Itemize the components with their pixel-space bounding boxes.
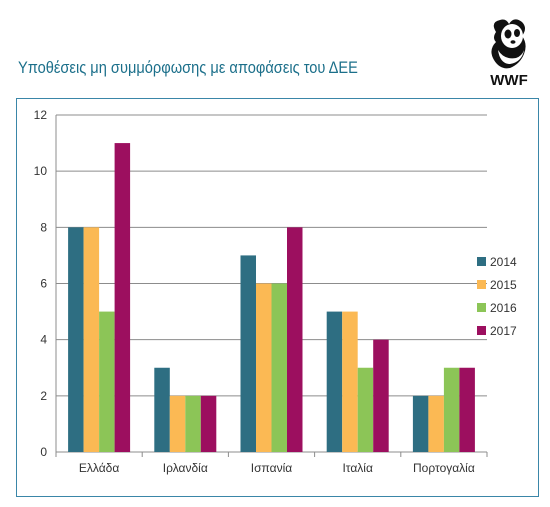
bar-2015-1 [169,395,186,452]
chart-frame [16,98,539,497]
bar-2016-2 [271,283,287,452]
y-tick-label: 0 [40,445,47,459]
panda-icon [491,19,526,69]
bar-2015-4 [428,395,444,452]
legend-label-2017: 2017 [490,324,517,338]
legend-swatch-2015 [477,280,486,289]
bar-2017-1 [200,395,217,452]
legend-swatch-2017 [477,326,486,335]
y-tick-label: 10 [34,164,48,178]
bar-2014-4 [412,395,429,452]
legend-swatch-2016 [477,303,486,312]
wwf-logo: WWF [482,14,536,89]
bar-2016-1 [185,395,201,452]
x-tick-label: Πορτογαλία [413,461,475,475]
x-tick-label: Ελλάδα [79,461,119,475]
y-tick-label: 4 [40,333,47,347]
bar-2017-0 [114,143,131,453]
y-tick-label: 12 [34,108,48,122]
bar-2014-2 [240,255,256,452]
x-tick-label: Ισπανία [251,461,292,475]
bar-2014-3 [326,311,343,452]
y-tick-label: 2 [40,389,47,403]
legend-swatch-2014 [477,257,486,266]
x-tick-label: Ιρλανδία [163,461,208,475]
bar-2015-0 [83,227,100,452]
chart-title: Υποθέσεις μη συμμόρφωσης με αποφάσεις το… [18,58,358,77]
bar-2016-3 [357,367,374,452]
bar-2015-3 [342,311,358,452]
legend-label-2014: 2014 [490,255,517,269]
bar-2016-0 [99,311,115,452]
bar-2015-2 [256,283,272,452]
logo-text: WWF [490,72,528,89]
bar-2014-0 [68,227,84,452]
legend-label-2015: 2015 [490,278,517,292]
x-tick-label: Ιταλία [342,461,373,475]
bar-2017-4 [459,367,475,452]
legend-label-2016: 2016 [490,301,517,315]
bar-2016-4 [443,367,460,452]
y-tick-label: 8 [40,220,47,234]
y-tick-label: 6 [40,277,47,291]
bar-2017-3 [373,339,389,452]
bar-2014-1 [154,367,170,452]
bar-2017-2 [287,227,303,452]
